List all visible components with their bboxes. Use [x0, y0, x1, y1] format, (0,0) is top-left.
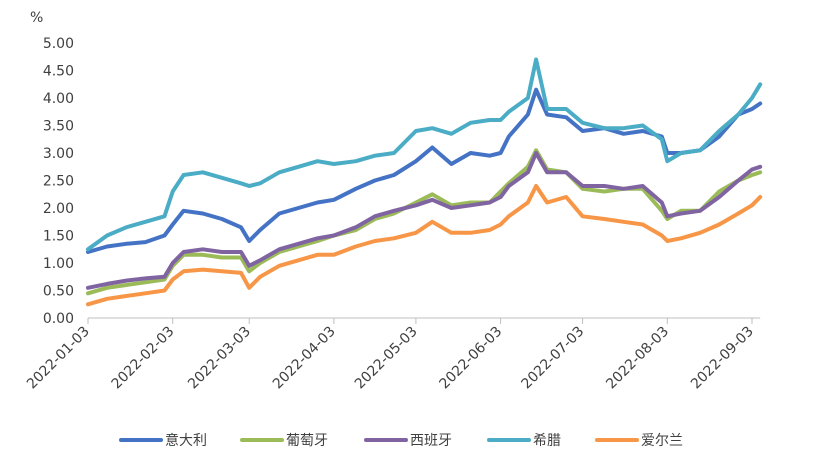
- series-line: [86, 148, 763, 296]
- x-tick-label: 2022-05-03: [352, 324, 421, 393]
- x-tick-label: 2022-08-03: [603, 324, 672, 393]
- series-line: [86, 57, 763, 252]
- legend-label: 爱尔兰: [641, 433, 683, 449]
- x-tick-label: 2022-06-03: [437, 324, 506, 393]
- y-tick-label: 4.00: [43, 91, 74, 107]
- x-axis: 2022-01-03 2022-02-03 2022-03-03 2022-04-03…: [24, 317, 761, 393]
- y-tick-label: 3.00: [43, 146, 74, 162]
- series-lines: [86, 57, 763, 307]
- x-tick-label: 2022-02-03: [109, 324, 178, 393]
- x-tick-label: 2022-07-03: [519, 324, 588, 393]
- y-axis: 0.00 0.50 1.00 1.50 2.00 2.50 3.00 3.50 4.00 4.50…: [43, 36, 74, 327]
- y-tick-label: 4.50: [43, 64, 74, 80]
- y-tick-label: 0.00: [43, 311, 74, 327]
- y-tick-label: 0.50: [43, 284, 74, 300]
- series-line: [86, 151, 763, 290]
- y-tick-label: 2.00: [43, 201, 74, 217]
- legend-label: 希腊: [533, 433, 561, 449]
- y-tick-label: 2.50: [43, 174, 74, 190]
- x-tick-label: 2022-09-03: [688, 324, 757, 393]
- y-tick-label: 1.00: [43, 256, 74, 272]
- legend-label: 葡萄牙: [286, 433, 328, 449]
- series-line: [86, 184, 763, 307]
- y-unit-label: %: [30, 10, 43, 26]
- y-tick-label: 1.50: [43, 229, 74, 245]
- legend-label: 西班牙: [410, 433, 452, 449]
- y-tick-label: 5.00: [43, 36, 74, 52]
- legend-label: 意大利: [165, 432, 207, 449]
- x-tick-label: 2022-04-03: [270, 324, 339, 393]
- legend: 意大利 葡萄牙 西班牙 希腊 爱尔兰: [119, 432, 683, 449]
- x-tick-label: 2022-01-03: [24, 324, 93, 393]
- x-tick-label: 2022-03-03: [185, 324, 254, 393]
- y-tick-label: 3.50: [43, 119, 74, 135]
